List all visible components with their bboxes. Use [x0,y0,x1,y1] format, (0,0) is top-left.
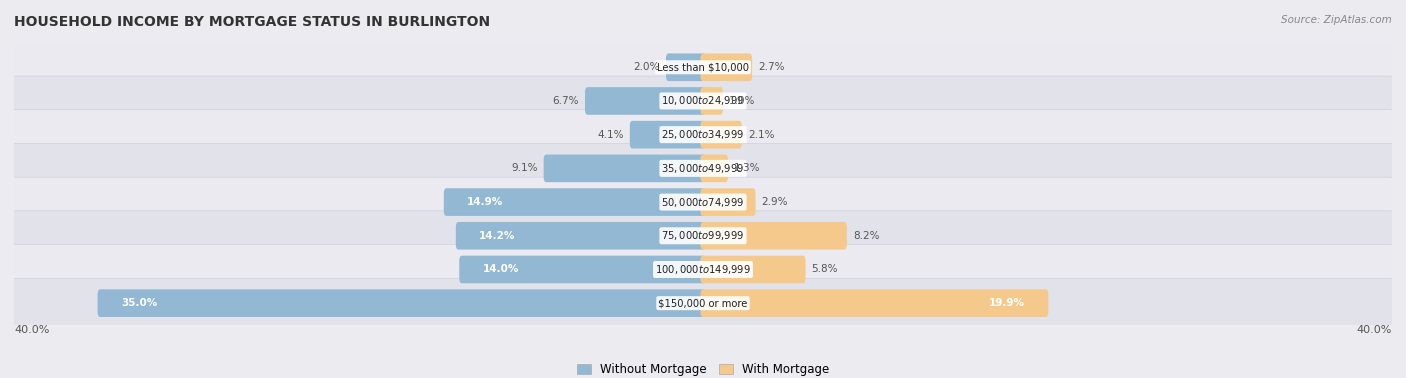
Text: 8.2%: 8.2% [853,231,879,241]
FancyBboxPatch shape [11,245,1395,294]
FancyBboxPatch shape [700,289,1049,317]
Text: $100,000 to $149,999: $100,000 to $149,999 [655,263,751,276]
Legend: Without Mortgage, With Mortgage: Without Mortgage, With Mortgage [572,358,834,378]
FancyBboxPatch shape [11,278,1395,328]
FancyBboxPatch shape [544,155,706,182]
FancyBboxPatch shape [630,121,706,149]
FancyBboxPatch shape [700,121,742,149]
Text: $150,000 or more: $150,000 or more [658,298,748,308]
Text: 40.0%: 40.0% [14,325,49,335]
Text: 1.0%: 1.0% [728,96,755,106]
FancyBboxPatch shape [11,143,1395,193]
Text: 40.0%: 40.0% [1357,325,1392,335]
Text: $10,000 to $24,999: $10,000 to $24,999 [661,94,745,107]
Text: 5.8%: 5.8% [811,265,838,274]
FancyBboxPatch shape [666,53,706,81]
Text: 35.0%: 35.0% [121,298,157,308]
Text: 2.9%: 2.9% [762,197,787,207]
Text: 2.1%: 2.1% [748,130,775,139]
Text: $50,000 to $74,999: $50,000 to $74,999 [661,195,745,209]
Text: 9.1%: 9.1% [512,163,537,174]
FancyBboxPatch shape [700,53,752,81]
Text: Less than $10,000: Less than $10,000 [657,62,749,72]
Text: 2.0%: 2.0% [634,62,659,72]
FancyBboxPatch shape [700,188,755,216]
FancyBboxPatch shape [460,256,706,283]
FancyBboxPatch shape [700,155,728,182]
Text: HOUSEHOLD INCOME BY MORTGAGE STATUS IN BURLINGTON: HOUSEHOLD INCOME BY MORTGAGE STATUS IN B… [14,15,491,29]
FancyBboxPatch shape [11,42,1395,92]
Text: 14.0%: 14.0% [482,265,519,274]
Text: 6.7%: 6.7% [553,96,579,106]
Text: 2.7%: 2.7% [758,62,785,72]
Text: 4.1%: 4.1% [598,130,624,139]
FancyBboxPatch shape [700,256,806,283]
FancyBboxPatch shape [456,222,706,249]
Text: 1.3%: 1.3% [734,163,761,174]
Text: 14.2%: 14.2% [479,231,516,241]
Text: 14.9%: 14.9% [467,197,503,207]
FancyBboxPatch shape [11,177,1395,227]
FancyBboxPatch shape [700,87,723,115]
FancyBboxPatch shape [97,289,706,317]
Text: 19.9%: 19.9% [988,298,1025,308]
FancyBboxPatch shape [11,76,1395,126]
FancyBboxPatch shape [444,188,706,216]
FancyBboxPatch shape [585,87,706,115]
FancyBboxPatch shape [11,211,1395,261]
Text: Source: ZipAtlas.com: Source: ZipAtlas.com [1281,15,1392,25]
FancyBboxPatch shape [700,222,846,249]
Text: $75,000 to $99,999: $75,000 to $99,999 [661,229,745,242]
Text: $35,000 to $49,999: $35,000 to $49,999 [661,162,745,175]
FancyBboxPatch shape [11,110,1395,160]
Text: $25,000 to $34,999: $25,000 to $34,999 [661,128,745,141]
